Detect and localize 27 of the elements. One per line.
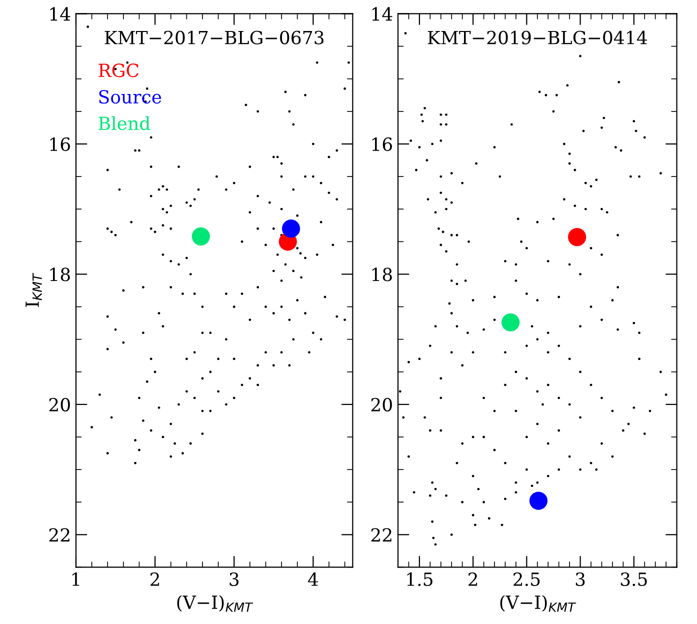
y-tick-label: 18 xyxy=(372,268,392,282)
x-tick-label: 2.5 xyxy=(514,572,540,586)
x-tick-label: 3.5 xyxy=(620,572,647,586)
y-axis-title: I$_{KMT}$ xyxy=(26,272,42,307)
x-tick-label: 3 xyxy=(576,572,585,586)
text: KMT−2019−BLG−0414 xyxy=(428,30,647,44)
x-tick-label: 1 xyxy=(72,572,80,586)
text: Source xyxy=(99,90,162,104)
y-tick-label: 14 xyxy=(50,7,70,21)
y-tick-label: 22 xyxy=(49,528,70,542)
x-tick-label: 3 xyxy=(230,572,238,586)
x-tick-label: 4 xyxy=(308,572,318,586)
y-tick-label: 20 xyxy=(49,398,70,412)
y-tick-label: 16 xyxy=(50,137,70,152)
y-tick-label: 18 xyxy=(50,268,70,282)
y-tick-label: 22 xyxy=(371,528,392,542)
y-tick-label: 20 xyxy=(371,398,392,412)
x-tick-label: 2 xyxy=(468,572,478,586)
x-axis-title: (V−I)$_{KMT}$ xyxy=(177,595,254,612)
x-axis-title: (V−I)$_{KMT}$ xyxy=(500,595,576,612)
x-tick-label: 2 xyxy=(150,572,160,586)
text: KMT−2017−BLG−0673 xyxy=(104,30,324,44)
x-tick-label: 1.5 xyxy=(407,572,432,586)
text: RGC xyxy=(98,64,139,78)
y-tick-label: 16 xyxy=(372,137,392,152)
y-tick-label: 14 xyxy=(372,7,392,21)
text: Blend xyxy=(98,116,150,130)
